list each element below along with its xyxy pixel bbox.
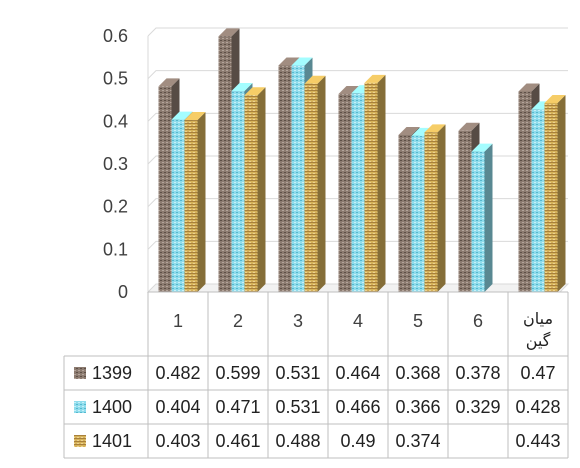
- bar-front: [171, 119, 185, 292]
- data-label: 0.466: [335, 397, 380, 417]
- bar-top: [218, 28, 240, 37]
- bar-front: [244, 95, 258, 292]
- data-label: 0.464: [335, 363, 380, 383]
- bar-front: [411, 135, 425, 292]
- category-label: 4: [353, 311, 363, 331]
- data-label: 0.482: [155, 363, 200, 383]
- data-label: 0.47: [520, 363, 555, 383]
- bar-side: [317, 75, 326, 292]
- data-label: 0.428: [515, 397, 560, 417]
- bar-front: [158, 86, 172, 292]
- legend-key: [74, 401, 86, 413]
- bar-side: [257, 87, 266, 292]
- data-label: 0.461: [215, 431, 260, 451]
- data-label: 0.531: [275, 363, 320, 383]
- bar-front: [304, 83, 318, 292]
- data-label: 0.374: [395, 431, 440, 451]
- bar: [424, 124, 446, 292]
- bar-front: [531, 109, 545, 293]
- bar-front: [351, 93, 365, 292]
- category-label: میان: [523, 309, 553, 328]
- bar-top: [278, 57, 300, 66]
- bar-front: [518, 91, 532, 292]
- bar-top: [471, 143, 493, 152]
- bar: [304, 75, 326, 292]
- bar-front: [338, 94, 352, 292]
- data-label: 0.404: [155, 397, 200, 417]
- category-label: 3: [293, 311, 303, 331]
- bar-front: [398, 134, 412, 292]
- bar-front: [184, 120, 198, 292]
- data-label: 0.378: [455, 363, 500, 383]
- bar-top: [231, 83, 253, 92]
- bar-side: [197, 112, 206, 292]
- bar-top: [158, 78, 180, 87]
- gridline: [147, 70, 568, 80]
- bar-front: [471, 151, 485, 292]
- data-label: 0.599: [215, 363, 260, 383]
- bar-front: [364, 82, 378, 292]
- legend-key: [74, 367, 86, 379]
- legend-label: 1399: [92, 363, 132, 383]
- bar: [544, 94, 566, 292]
- bar-top: [458, 122, 480, 131]
- bar-front: [458, 130, 472, 292]
- y-tick-label: 0.6: [103, 26, 128, 46]
- bar-side: [557, 94, 566, 292]
- data-label: 0.488: [275, 431, 320, 451]
- bar-front: [278, 65, 292, 292]
- bar-top: [244, 87, 266, 96]
- bar-side: [437, 124, 446, 292]
- bar-top: [518, 83, 540, 92]
- category-label: 2: [233, 311, 243, 331]
- bar-top: [364, 74, 386, 83]
- bar: [471, 143, 493, 292]
- bar-front: [291, 65, 305, 292]
- bar-top: [304, 75, 326, 84]
- bar-top: [544, 94, 566, 103]
- bar-top: [424, 124, 446, 133]
- data-label: 0.329: [455, 397, 500, 417]
- bar-front: [544, 102, 558, 292]
- data-label: 0.366: [395, 397, 440, 417]
- y-tick-label: 0.3: [103, 154, 128, 174]
- data-label: 0.49: [340, 431, 375, 451]
- category-label: 1: [173, 311, 183, 331]
- bar-top: [171, 111, 193, 120]
- bar-top: [291, 57, 313, 66]
- bar-side: [484, 143, 493, 292]
- bar: [184, 112, 206, 292]
- bar: [364, 74, 386, 292]
- bar-top: [338, 86, 360, 95]
- category-label: گین: [526, 331, 551, 351]
- bar-front: [218, 36, 232, 292]
- data-label: 0.443: [515, 431, 560, 451]
- y-tick-label: 0.2: [103, 197, 128, 217]
- data-label: 0.403: [155, 431, 200, 451]
- y-tick-label: 0.1: [103, 239, 128, 259]
- legend-key: [74, 435, 86, 447]
- gridline: [147, 27, 568, 37]
- y-tick-label: 0.4: [103, 111, 128, 131]
- data-label: 0.531: [275, 397, 320, 417]
- y-tick-label: 0: [118, 282, 128, 302]
- legend-label: 1401: [92, 431, 132, 451]
- category-label: 5: [413, 311, 423, 331]
- bar-front: [231, 91, 245, 292]
- data-label: 0.368: [395, 363, 440, 383]
- bar-side: [377, 74, 386, 292]
- bar-front: [424, 132, 438, 292]
- bar-top: [184, 112, 206, 121]
- gridline: [147, 112, 568, 122]
- data-label: 0.471: [215, 397, 260, 417]
- bar: [244, 87, 266, 292]
- legend-label: 1400: [92, 397, 132, 417]
- category-label: 6: [473, 311, 483, 331]
- y-tick-label: 0.5: [103, 69, 128, 89]
- bar-top: [398, 126, 420, 135]
